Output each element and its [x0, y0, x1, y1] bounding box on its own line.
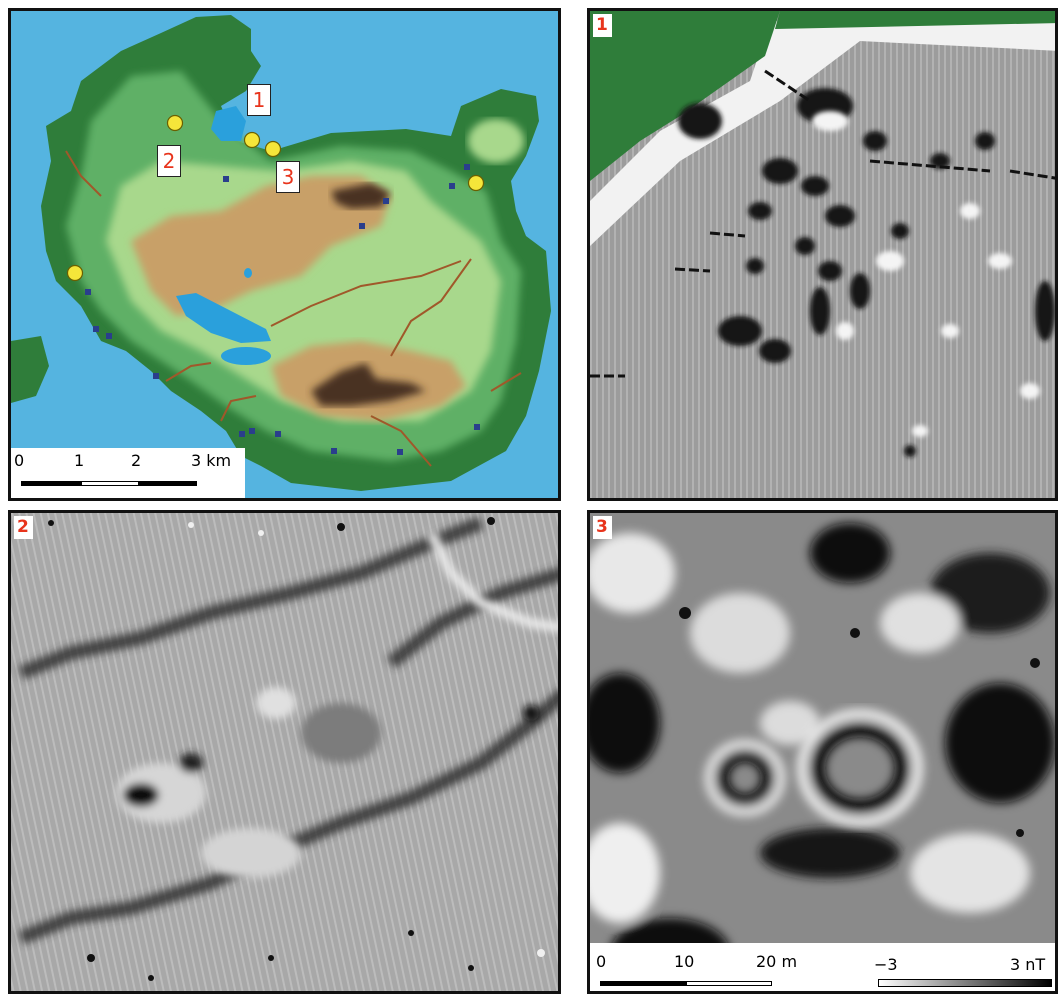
point-anomalies [679, 607, 1040, 837]
survey-image-2 [11, 513, 558, 991]
magnetometry-survey-site-3: 3 0 10 20 m −3 3 nT [587, 510, 1058, 994]
scale-tick-0: 0 [14, 451, 25, 470]
magnetic-anomalies-light [812, 111, 1040, 437]
site-markers [66, 114, 485, 282]
survey-image-1 [590, 11, 1055, 498]
nt-gradient-bar [878, 979, 1052, 987]
scale-tick-0m: 0 [596, 952, 607, 971]
linear-features [590, 69, 1055, 378]
outside-survey-area [590, 11, 780, 181]
small-lake [221, 347, 271, 365]
find-markers [85, 164, 480, 455]
nt-min-label: −3 [874, 955, 898, 974]
magnetometry-survey-site-2: 2 [8, 510, 561, 994]
scale-tick-20m: 20 m [756, 952, 798, 971]
eastern-knoll [468, 119, 524, 163]
nt-max-label: 3 nT [1010, 955, 1046, 974]
metre-and-nt-scale: 0 10 20 m −3 3 nT [590, 943, 1055, 991]
scale-tick-2: 2 [131, 451, 142, 470]
scale-segment-3 [139, 481, 197, 486]
metre-scale-segment-1 [600, 981, 686, 986]
ditch-features-dark [18, 516, 558, 945]
terrain-map [11, 15, 551, 491]
streams [65, 150, 522, 467]
ditch-features-light [426, 530, 558, 633]
outside-survey-area-top [775, 11, 1055, 29]
panel-number-1: 1 [593, 14, 612, 37]
island-topographic-map: 1 2 3 0 1 2 3 km [8, 8, 561, 501]
northern-inlet [211, 106, 246, 141]
northern-ridge [131, 176, 391, 316]
survey-image-3 [590, 513, 1055, 991]
km-scale-bar: 0 1 2 3 km [11, 448, 245, 498]
southern-summit [311, 363, 426, 406]
site-label-1: 1 [247, 84, 271, 116]
point-anomalies-light [188, 522, 545, 957]
site-label-3: 3 [276, 161, 300, 193]
scale-tick-1: 1 [74, 451, 85, 470]
scale-segment-1 [21, 481, 81, 486]
magnetic-anomalies-dark [678, 88, 1055, 457]
unsurveyed-white-edge [590, 21, 1055, 246]
metre-scale-segment-2 [686, 981, 772, 986]
point-anomalies [48, 517, 495, 981]
roundhouse-rings [705, 709, 923, 827]
panel-number-2: 2 [14, 516, 33, 539]
magnetometry-survey-site-1: 1 [587, 8, 1058, 501]
panel-number-3: 3 [593, 516, 612, 539]
scale-tick-3km: 3 km [191, 451, 232, 470]
scale-segment-2 [81, 481, 139, 486]
western-islet [11, 336, 49, 403]
pond [244, 268, 252, 278]
large-lake [176, 293, 271, 343]
northern-summit [331, 183, 391, 209]
enclosure-anomalies [116, 687, 539, 878]
scale-tick-10m: 10 [674, 952, 695, 971]
site-label-2: 2 [157, 145, 181, 177]
